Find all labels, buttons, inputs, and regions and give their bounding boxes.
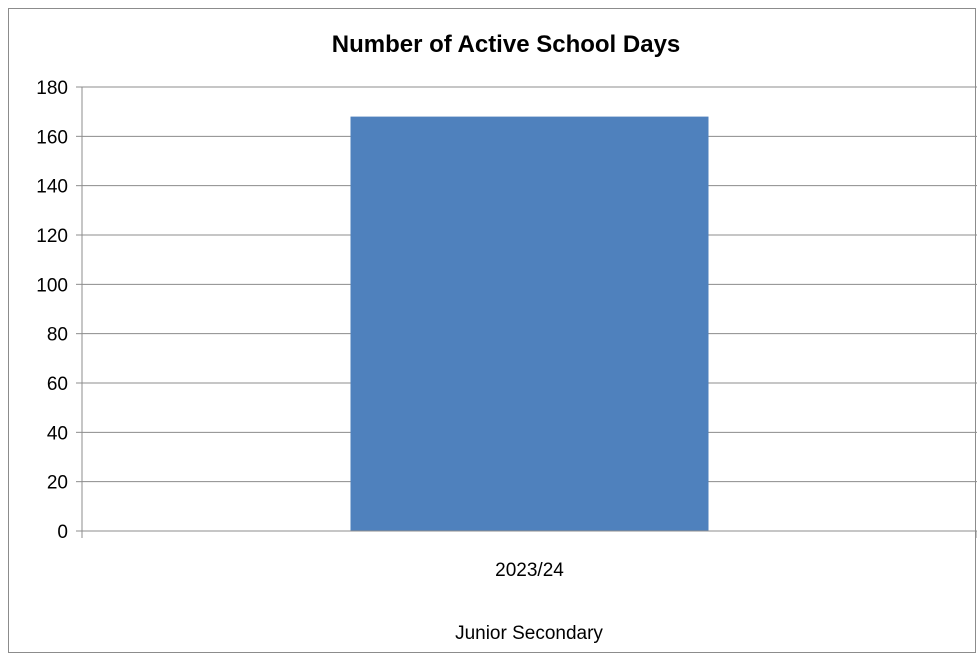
y-tick-label: 0 [57, 522, 68, 543]
bars [350, 116, 709, 531]
y-tick-label: 160 [36, 127, 68, 148]
y-tick-label: 60 [47, 374, 68, 395]
x-axis-label: Junior Secondary [455, 623, 603, 644]
chart-title: Number of Active School Days [332, 31, 681, 58]
y-tick-label: 180 [36, 78, 68, 99]
y-tick-label: 120 [36, 226, 68, 247]
y-tick-label: 100 [36, 275, 68, 296]
y-tick-label: 40 [47, 423, 68, 444]
y-tick-label: 20 [47, 473, 68, 494]
y-tick-labels: 0 20 40 60 80 100 120 140 160 180 [36, 78, 68, 543]
x-tick-labels: 2023/24 [495, 560, 564, 581]
y-tick-label: 80 [47, 325, 68, 346]
x-tick-label: 2023/24 [495, 560, 564, 581]
axes [76, 86, 977, 538]
y-tick-label: 140 [36, 177, 68, 198]
bar-2023/24 [350, 116, 709, 531]
